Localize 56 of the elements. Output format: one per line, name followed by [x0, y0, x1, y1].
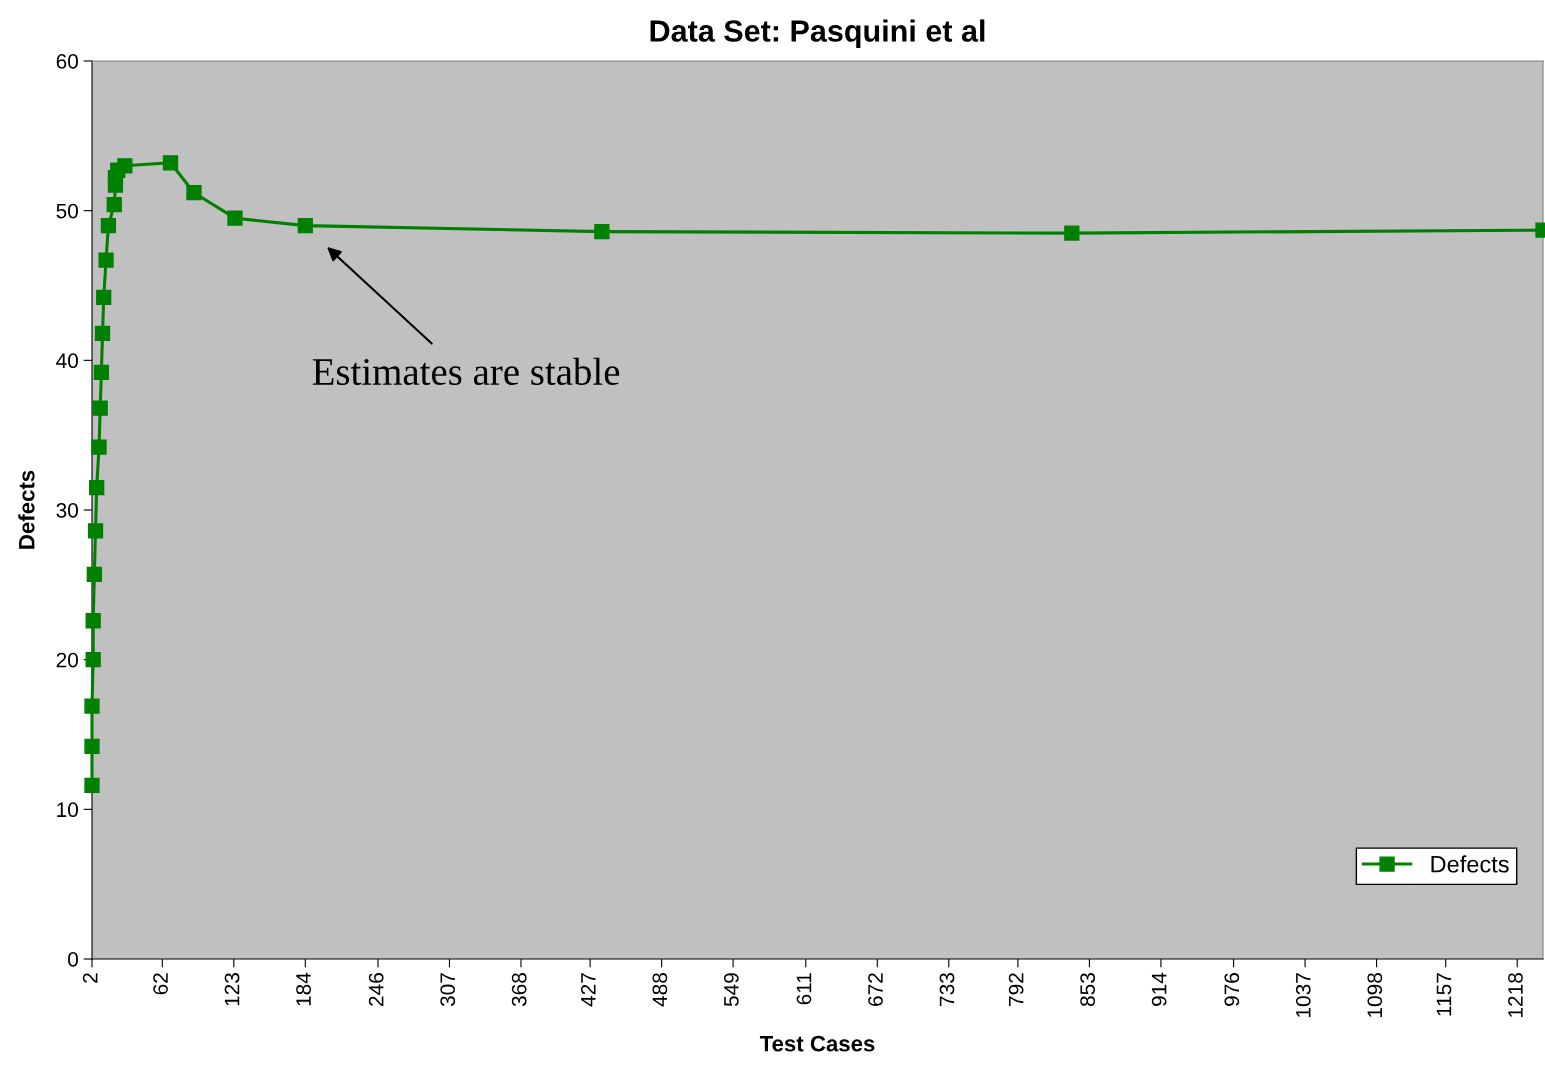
x-tick-label: 672: [868, 973, 883, 1006]
x-tick-label: 307: [440, 973, 456, 1007]
x-tick-label: 733: [939, 973, 955, 1006]
x-tick-label: 853: [1080, 973, 1096, 1007]
point: [93, 364, 110, 380]
point: [91, 439, 107, 455]
y-tick-label: 0: [68, 952, 78, 967]
point: [100, 217, 117, 234]
x-tick-label: 123: [224, 973, 240, 1006]
x-tick-label: 1157: [1436, 973, 1452, 1016]
point: [84, 698, 100, 714]
x-tick-label: 246: [368, 973, 384, 1006]
point: [227, 210, 243, 226]
annotation: Estimates are stable: [312, 357, 620, 386]
point: [86, 566, 102, 582]
point: [87, 523, 104, 539]
x-tick-label: 2: [82, 973, 98, 983]
x-tick-label: 62: [153, 973, 168, 995]
point: [84, 738, 100, 755]
point: [94, 325, 111, 342]
point: [594, 223, 610, 240]
chart-title: Data Set: Pasquini et al: [650, 19, 985, 48]
x-axis-title: Test Cases: [759, 1035, 875, 1052]
y-tick-label: 20: [56, 652, 78, 668]
x-tick-label: 1218: [1508, 973, 1523, 1017]
point: [96, 289, 112, 306]
x-tick-label: 914: [1151, 972, 1167, 1006]
x-tick-label: 611: [796, 973, 812, 1005]
x-tick-label: 488: [652, 973, 668, 1007]
x-tick-label: 1098: [1367, 973, 1383, 1017]
point: [117, 158, 133, 174]
x-tick-label: 549: [723, 973, 739, 1007]
point: [98, 252, 114, 268]
point: [92, 400, 108, 416]
y-tick-label: 40: [56, 353, 78, 369]
point: [106, 197, 122, 213]
y-axis-title: Defects: [18, 470, 35, 549]
x-tick-label: 976: [1224, 973, 1240, 1006]
y-tick-label: 60: [56, 54, 78, 69]
point: [89, 479, 105, 496]
point: [297, 217, 313, 234]
y-tick-label: 30: [56, 503, 78, 518]
y-tick-label: 50: [56, 203, 78, 219]
x-tick-label: 184: [296, 972, 311, 1006]
point: [186, 185, 202, 201]
point: [84, 777, 100, 794]
x-tick-label: 792: [1008, 973, 1024, 1006]
point: [85, 652, 101, 668]
x-tick-label: 368: [511, 973, 527, 1007]
x-tick-label: 1037: [1295, 973, 1311, 1017]
legend-label: Defects: [1431, 855, 1509, 873]
point: [1064, 225, 1080, 241]
point: [85, 613, 101, 629]
point: [162, 155, 179, 171]
y-tick-label: 10: [57, 802, 78, 818]
x-tick-label: 427: [580, 973, 596, 1007]
